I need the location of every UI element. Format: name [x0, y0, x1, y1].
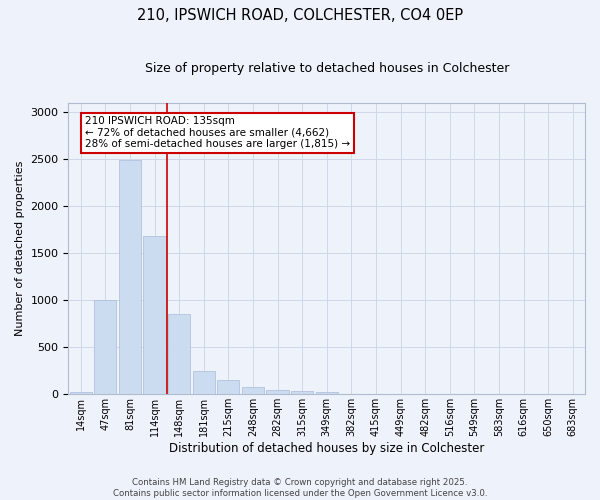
Bar	[316, 392, 338, 394]
Bar	[193, 371, 215, 394]
Bar	[168, 314, 190, 394]
Bar	[266, 390, 289, 394]
Text: Contains HM Land Registry data © Crown copyright and database right 2025.
Contai: Contains HM Land Registry data © Crown c…	[113, 478, 487, 498]
Bar	[94, 300, 116, 394]
Bar	[217, 380, 239, 394]
X-axis label: Distribution of detached houses by size in Colchester: Distribution of detached houses by size …	[169, 442, 484, 455]
Title: Size of property relative to detached houses in Colchester: Size of property relative to detached ho…	[145, 62, 509, 76]
Bar	[119, 160, 141, 394]
Bar	[143, 236, 166, 394]
Bar	[70, 392, 92, 394]
Bar	[291, 392, 313, 394]
Bar	[242, 387, 264, 394]
Text: 210, IPSWICH ROAD, COLCHESTER, CO4 0EP: 210, IPSWICH ROAD, COLCHESTER, CO4 0EP	[137, 8, 463, 22]
Text: 210 IPSWICH ROAD: 135sqm
← 72% of detached houses are smaller (4,662)
28% of sem: 210 IPSWICH ROAD: 135sqm ← 72% of detach…	[85, 116, 350, 150]
Y-axis label: Number of detached properties: Number of detached properties	[15, 161, 25, 336]
